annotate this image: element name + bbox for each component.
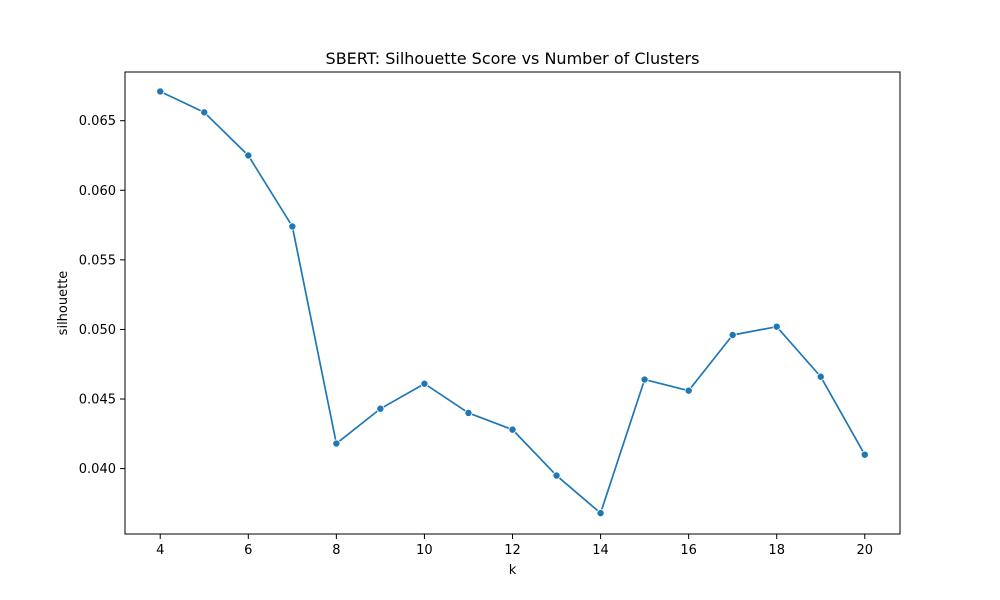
- y-tick-label: 0.040: [79, 462, 116, 477]
- plot-area-frame: [124, 71, 901, 535]
- data-point: [640, 375, 649, 384]
- y-tick-label: 0.045: [79, 393, 116, 408]
- data-point: [728, 331, 737, 340]
- data-point: [200, 108, 209, 117]
- x-tick-label: 10: [416, 543, 433, 558]
- data-point: [508, 425, 517, 434]
- data-point: [156, 87, 165, 96]
- data-point: [684, 386, 693, 395]
- data-point: [772, 322, 781, 331]
- y-axis-ticks: 0.040 0.045 0.050 0.055 0.060 0.065: [79, 114, 125, 477]
- data-point: [464, 408, 473, 417]
- x-tick-label: 18: [768, 543, 785, 558]
- data-point: [552, 471, 561, 480]
- chart-title: SBERT: Silhouette Score vs Number of Clu…: [326, 49, 700, 68]
- data-point: [288, 222, 297, 231]
- x-tick-label: 14: [592, 543, 609, 558]
- x-axis-label: k: [509, 563, 517, 578]
- data-point: [596, 509, 605, 518]
- data-point: [332, 439, 341, 448]
- data-point: [244, 151, 253, 160]
- x-tick-label: 8: [332, 543, 340, 558]
- x-tick-label: 16: [680, 543, 697, 558]
- series-layer: [156, 87, 869, 518]
- x-tick-label: 4: [156, 543, 164, 558]
- x-tick-label: 20: [856, 543, 873, 558]
- data-point: [420, 379, 429, 388]
- y-tick-label: 0.065: [79, 114, 116, 129]
- x-tick-label: 12: [504, 543, 521, 558]
- x-tick-label: 6: [244, 543, 252, 558]
- y-axis-label: silhouette: [56, 271, 71, 336]
- x-axis-ticks: 4 6 8 10 12 14 16 18 20: [156, 534, 873, 558]
- data-point: [860, 450, 869, 459]
- data-point: [816, 372, 825, 381]
- y-tick-label: 0.055: [79, 253, 116, 268]
- y-tick-label: 0.050: [79, 323, 116, 338]
- data-point: [376, 404, 385, 413]
- y-tick-label: 0.060: [79, 184, 116, 199]
